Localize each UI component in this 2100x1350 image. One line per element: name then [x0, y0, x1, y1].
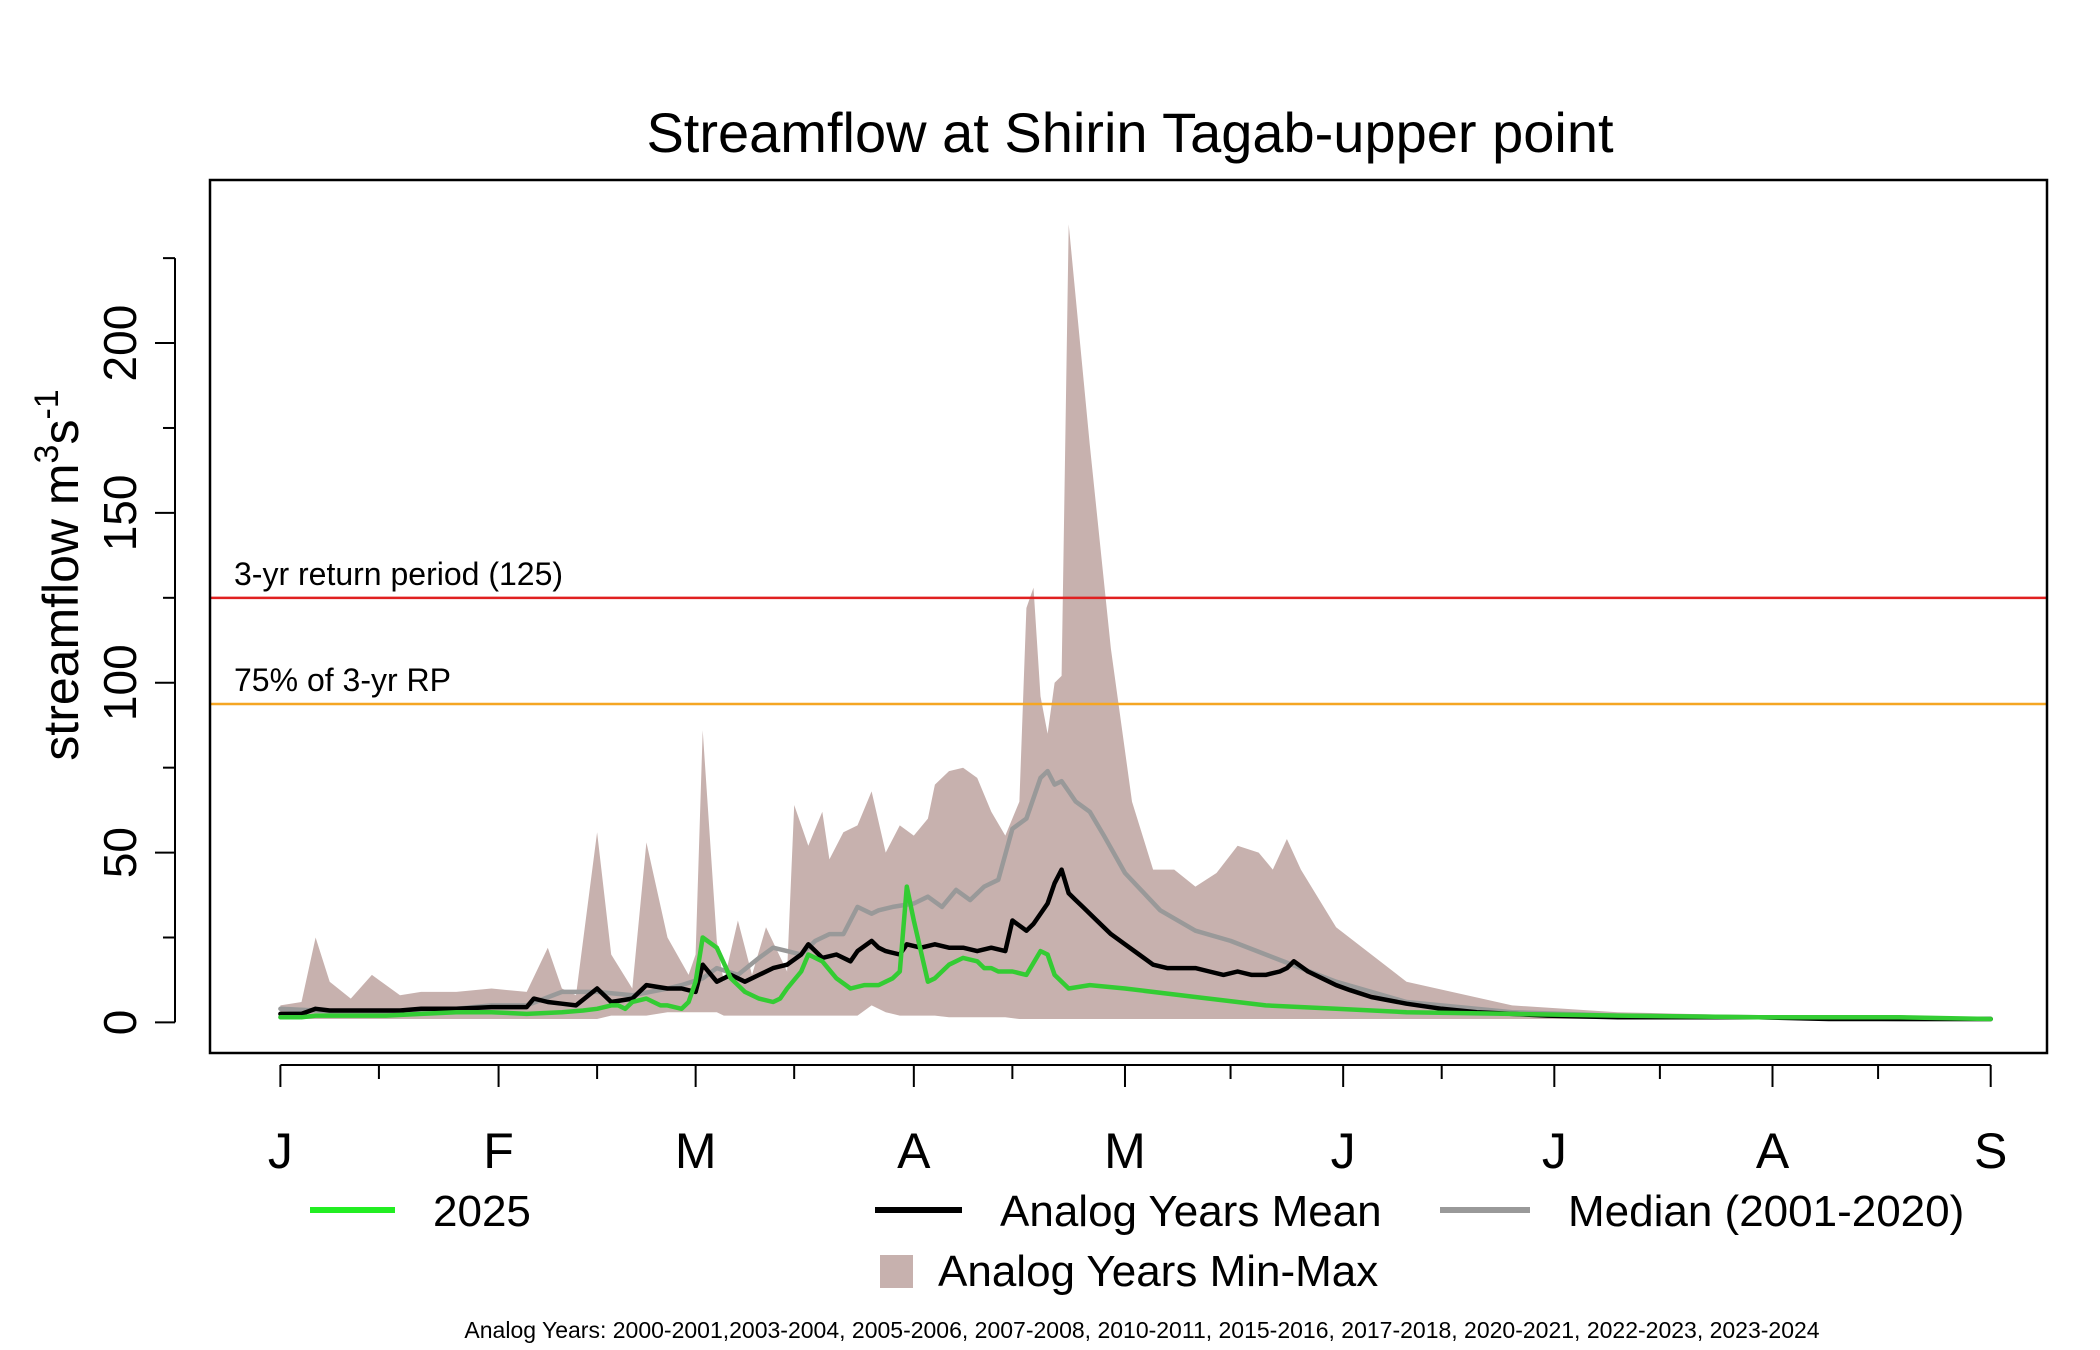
series-band-analog-min-max [280, 224, 1991, 1019]
y-axis-label: streamflow m3s-1 [28, 389, 89, 760]
y-tick-label: 50 [94, 827, 146, 878]
plot-inner [210, 224, 2047, 1022]
x-tick-label: S [1974, 1123, 2007, 1179]
x-tick-label: M [675, 1123, 717, 1179]
chart-title: Streamflow at Shirin Tagab-upper point [646, 101, 1614, 164]
x-tick-label: F [483, 1123, 514, 1179]
analog-years-footnote: Analog Years: 2000-2001,2003-2004, 2005-… [464, 1317, 1819, 1343]
legend-swatch-min-max [880, 1255, 913, 1288]
reference-label-return-period: 3-yr return period (125) [234, 556, 563, 592]
y-axis-label-main: streamflow m [33, 463, 89, 760]
plot-area: 3-yr return period (125) 75% of 3-yr RP [210, 224, 2047, 1022]
y-tick-label: 100 [94, 644, 146, 721]
legend-label-2025: 2025 [433, 1187, 531, 1236]
legend: 2025 Analog Years Mean Median (2001-2020… [310, 1187, 1964, 1296]
plot-frame [208, 178, 2049, 1055]
reference-label-seventy-five-percent: 75% of 3-yr RP [234, 662, 451, 698]
x-tick-label: M [1104, 1123, 1146, 1179]
legend-label-analog-mean: Analog Years Mean [1000, 1187, 1382, 1236]
y-axis-label-sup1: 3 [28, 445, 66, 464]
series-line-analog-mean [278, 867, 1993, 1022]
series-line-2025 [278, 884, 1993, 1022]
legend-label-median: Median (2001-2020) [1568, 1187, 1964, 1236]
x-tick-label: A [1756, 1123, 1790, 1179]
x-tick-label: A [897, 1123, 931, 1179]
y-tick-label: 0 [94, 1010, 146, 1036]
x-tick-label: J [1542, 1123, 1567, 1179]
y-tick-label: 150 [94, 475, 146, 552]
y-axis-label-sup2: -1 [28, 389, 66, 419]
y-axis-label-mid: s [33, 420, 89, 445]
axes: 0 50 100 150 200 J F M A M J J A S [94, 178, 2049, 1179]
y-tick-label: 200 [94, 305, 146, 382]
x-tick-label: J [268, 1123, 293, 1179]
series-line-median [278, 768, 1993, 1022]
x-tick-label: J [1331, 1123, 1356, 1179]
legend-label-min-max: Analog Years Min-Max [938, 1247, 1378, 1296]
